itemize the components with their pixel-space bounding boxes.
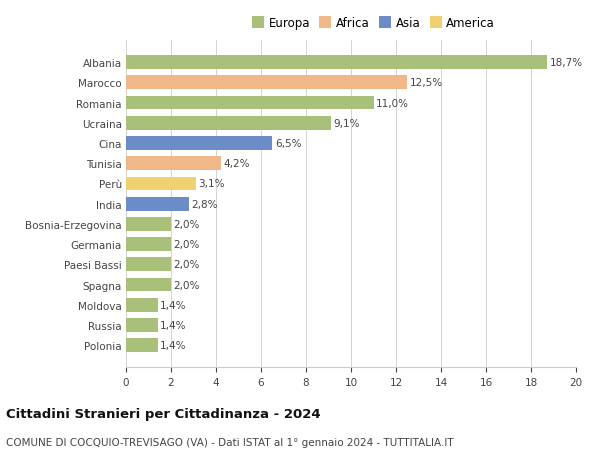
Text: 2,0%: 2,0% bbox=[174, 260, 200, 270]
Bar bbox=[126, 238, 171, 252]
Text: 18,7%: 18,7% bbox=[550, 58, 583, 68]
Bar bbox=[126, 137, 272, 151]
Text: 2,0%: 2,0% bbox=[174, 219, 200, 230]
Text: 9,1%: 9,1% bbox=[334, 118, 360, 129]
Bar bbox=[126, 96, 373, 110]
Bar bbox=[126, 177, 196, 191]
Text: 2,8%: 2,8% bbox=[192, 199, 218, 209]
Text: 1,4%: 1,4% bbox=[160, 320, 187, 330]
Legend: Europa, Africa, Asia, America: Europa, Africa, Asia, America bbox=[250, 15, 497, 32]
Bar bbox=[126, 56, 547, 70]
Bar bbox=[126, 197, 189, 211]
Bar bbox=[126, 258, 171, 272]
Bar bbox=[126, 157, 221, 171]
Bar bbox=[126, 278, 171, 292]
Text: 3,1%: 3,1% bbox=[199, 179, 225, 189]
Text: 11,0%: 11,0% bbox=[376, 98, 409, 108]
Text: 2,0%: 2,0% bbox=[174, 280, 200, 290]
Text: 2,0%: 2,0% bbox=[174, 240, 200, 250]
Text: 6,5%: 6,5% bbox=[275, 139, 301, 149]
Text: 1,4%: 1,4% bbox=[160, 300, 187, 310]
Bar bbox=[126, 117, 331, 130]
Bar bbox=[126, 339, 157, 353]
Bar bbox=[126, 218, 171, 231]
Text: 4,2%: 4,2% bbox=[223, 159, 250, 169]
Text: Cittadini Stranieri per Cittadinanza - 2024: Cittadini Stranieri per Cittadinanza - 2… bbox=[6, 407, 320, 420]
Text: COMUNE DI COCQUIO-TREVISAGO (VA) - Dati ISTAT al 1° gennaio 2024 - TUTTITALIA.IT: COMUNE DI COCQUIO-TREVISAGO (VA) - Dati … bbox=[6, 437, 454, 448]
Bar bbox=[126, 319, 157, 332]
Bar bbox=[126, 298, 157, 312]
Bar bbox=[126, 76, 407, 90]
Text: 12,5%: 12,5% bbox=[410, 78, 443, 88]
Text: 1,4%: 1,4% bbox=[160, 341, 187, 351]
